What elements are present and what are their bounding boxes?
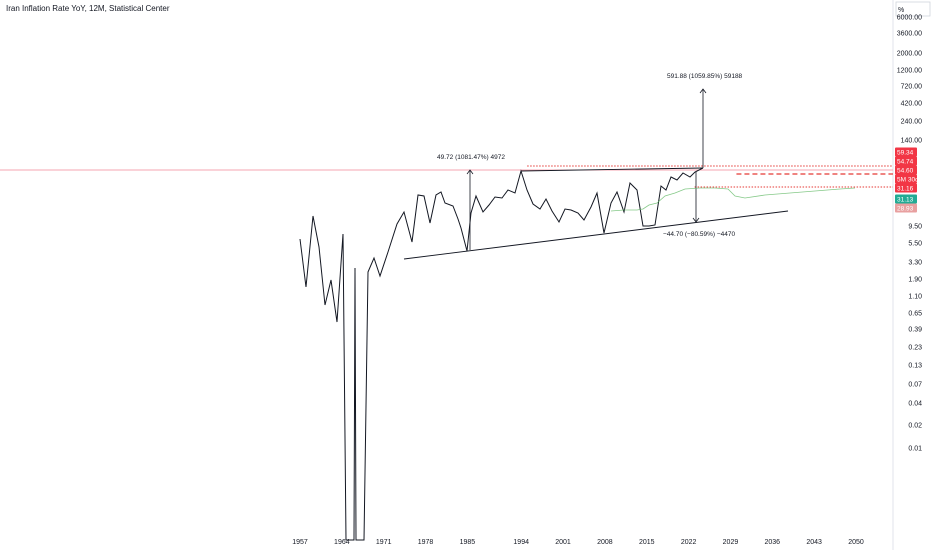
measure-arrowhead (699, 88, 707, 94)
series-line-forecast (610, 187, 856, 212)
y-tick-label: 1200.00 (897, 68, 922, 75)
price-tag-label: 31.16 (897, 186, 914, 193)
x-tick-label: 2043 (806, 539, 822, 546)
price-tag (895, 147, 917, 157)
y-tick-label: 0.23 (908, 345, 922, 352)
measure-annotation: 49.72 (1081.47%) 4972 (437, 154, 505, 161)
x-tick-label: 2022 (681, 539, 697, 546)
chart-title: Iran Inflation Rate YoY, 12M, Statistica… (6, 4, 170, 13)
y-tick-label: 2000.00 (897, 51, 922, 58)
y-tick-label: 0.07 (908, 382, 922, 389)
price-tag (895, 194, 917, 204)
y-tick-label: 3600.00 (897, 31, 922, 38)
price-tag-label: 54.74 (897, 159, 914, 166)
x-tick-label: 2036 (765, 539, 781, 546)
price-tag (895, 183, 917, 193)
y-tick-label: 1.90 (908, 277, 922, 284)
y-axis: 6000.00 3600.00 2000.00 1200.00 720.00 420.00… (897, 15, 922, 453)
y-tick-label: 1.10 (908, 294, 922, 301)
y-tick-label: 0.02 (908, 423, 922, 430)
scale-mode-button[interactable] (895, 1, 931, 17)
measure-arrowhead (692, 217, 700, 223)
price-tag-label: 54.60 (897, 168, 914, 175)
y-tick-label: 9.50 (908, 224, 922, 231)
x-tick-label: 2029 (723, 539, 739, 546)
y-tick-label: 0.65 (908, 311, 922, 318)
x-tick-label: 1985 (460, 539, 476, 546)
y-tick-label: 720.00 (901, 84, 923, 91)
series-layer (299, 167, 856, 541)
x-tick-label: 2050 (848, 539, 864, 546)
y-tick-label: 0.01 (908, 446, 922, 453)
y-tick-label: 6000.00 (897, 15, 922, 22)
price-tag (895, 165, 917, 175)
price-tags: 59.34 54.74 54.60 5M 30d 31.16 31.13 28.93 (895, 147, 919, 213)
measure-annotation: 591.88 (1059.85%) 59188 (667, 73, 743, 80)
price-tag-label: 28.93 (897, 206, 914, 213)
drawings-layer: 591.88 (1059.85%) 59188 49.72 (1081.47%) … (0, 73, 893, 260)
y-tick-label: 0.39 (908, 327, 922, 334)
x-tick-label: 2001 (555, 539, 571, 546)
price-scale[interactable] (893, 0, 932, 550)
y-tick-label: 240.00 (901, 119, 923, 126)
y-tick-label: 5.50 (908, 241, 922, 248)
trend-line-upper (520, 167, 704, 172)
x-tick-label: 1971 (376, 539, 392, 546)
x-tick-label: 2015 (639, 539, 655, 546)
x-tick-label: 1964 (334, 539, 350, 546)
y-tick-label: 3.30 (908, 260, 922, 267)
measure-arrowhead (466, 169, 474, 175)
y-tick-label: 140.00 (901, 138, 923, 145)
price-tag-label: 31.13 (897, 197, 914, 204)
price-tag (895, 156, 917, 166)
price-tag-label: 5M 30d (897, 177, 919, 184)
y-tick-label: 0.13 (908, 363, 922, 370)
x-tick-label: 1978 (418, 539, 434, 546)
x-axis: 1957 1964 1971 1978 1985 1994 2001 2008 2015 2022… (292, 539, 864, 546)
measure-annotation: −44.70 (−80.59%) −4470 (663, 231, 735, 238)
x-tick-label: 1957 (292, 539, 308, 546)
trend-line-lower (403, 210, 789, 260)
price-tag-label: 59.34 (897, 150, 914, 157)
x-tick-label: 1994 (513, 539, 529, 546)
y-tick-label: 420.00 (901, 101, 923, 108)
y-tick-label: 0.04 (908, 401, 922, 408)
scale-mode-label: % (898, 7, 904, 14)
price-tag (895, 203, 917, 213)
price-tag (895, 174, 917, 184)
x-tick-label: 2008 (597, 539, 613, 546)
series-line-main (299, 167, 704, 541)
